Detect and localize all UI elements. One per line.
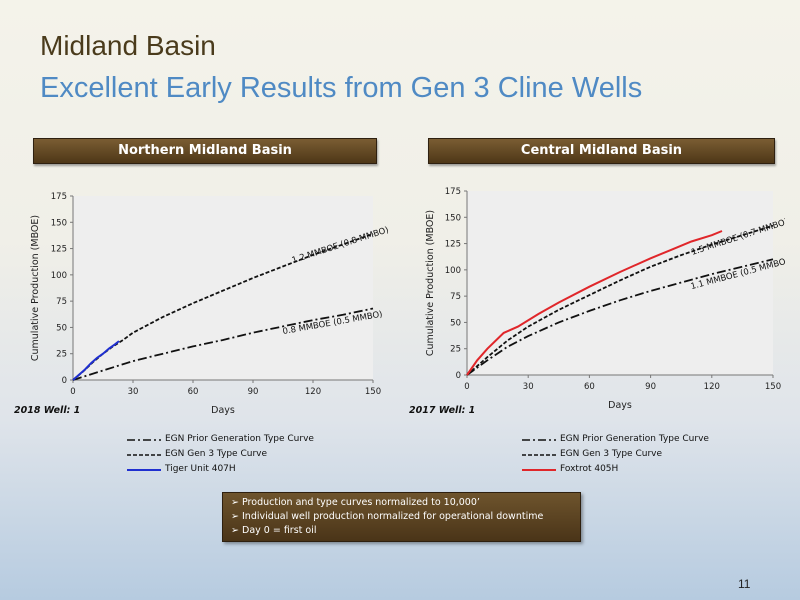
x-tick-label: 120 <box>305 387 321 397</box>
x-tick-label: 150 <box>365 387 381 397</box>
series-line-egn-prior-generation-type-curve <box>72 307 374 381</box>
y-tick-label: 125 <box>51 245 67 255</box>
legend-label: EGN Gen 3 Type Curve <box>560 449 663 459</box>
solid-line-icon <box>522 469 556 471</box>
legend-label: Foxtrot 405H <box>560 464 619 474</box>
slide-title: Midland Basin <box>40 30 216 61</box>
note-item: ➢ Individual well production normalized … <box>231 511 543 522</box>
solid-line-icon <box>127 469 161 471</box>
series-line-foxtrot-405h <box>466 230 723 376</box>
note-item: ➢ Day 0 = first oil <box>231 525 317 536</box>
x-tick-label: 90 <box>248 387 259 397</box>
x-tick-label: 30 <box>128 387 139 397</box>
legend-label: EGN Prior Generation Type Curve <box>165 434 314 444</box>
chart-title-central: Central Midland Basin <box>428 138 775 164</box>
y-tick-label: 75 <box>450 292 461 302</box>
y-tick-label: 25 <box>450 345 461 355</box>
series-line-tiger-unit-407h <box>72 340 120 381</box>
y-tick-label: 50 <box>450 318 461 328</box>
dashdot-line-icon <box>522 439 556 441</box>
y-axis-label: Cumulative Production (MBOE) <box>425 210 436 356</box>
chart-central-midland: 0 25 50 75 100 125 150 175 0 30 60 90 120 150 Days Cumu… <box>425 187 785 411</box>
x-tick-label: 150 <box>765 382 781 392</box>
x-axis-label: Days <box>608 400 632 411</box>
legend-label: EGN Prior Generation Type Curve <box>560 434 709 444</box>
slide-subtitle: Excellent Early Results from Gen 3 Cline… <box>40 72 643 104</box>
y-tick-label: 100 <box>445 266 461 276</box>
y-tick-label: 125 <box>445 240 461 250</box>
arrow-bullet-icon: ➢ <box>231 511 239 522</box>
x-tick-label: 0 <box>70 387 75 397</box>
dashdot-line-icon <box>127 439 161 441</box>
y-tick-label: 100 <box>51 271 67 281</box>
note-text: Individual well production normalized fo… <box>242 511 544 522</box>
dashed-line-icon <box>127 454 161 456</box>
x-tick-label: 60 <box>584 382 595 392</box>
series-line-egn-prior-generation-type-curve <box>466 258 774 376</box>
plot-area <box>467 191 773 375</box>
plot-area <box>73 196 373 380</box>
note-text: Production and type curves normalized to… <box>242 497 480 508</box>
y-tick-label: 50 <box>56 323 67 333</box>
y-tick-label: 0 <box>456 371 461 381</box>
arrow-bullet-icon: ➢ <box>231 497 239 508</box>
page-number: 11 <box>738 577 751 591</box>
x-tick-label: 120 <box>704 382 720 392</box>
legend-central: EGN Prior Generation Type Curve EGN Gen … <box>522 434 762 478</box>
chart-title-northern: Northern Midland Basin <box>33 138 377 164</box>
well-count-note-northern: 2018 Well: 1 <box>14 405 81 416</box>
dashed-line-icon <box>522 454 556 456</box>
x-tick-label: 0 <box>464 382 469 392</box>
x-axis-label: Days <box>211 405 235 416</box>
y-tick-label: 25 <box>56 350 67 360</box>
x-tick-label: 30 <box>523 382 534 392</box>
legend-label: EGN Gen 3 Type Curve <box>165 449 268 459</box>
arrow-bullet-icon: ➢ <box>231 525 239 536</box>
x-tick-label: 60 <box>188 387 199 397</box>
y-tick-label: 150 <box>51 218 67 228</box>
note-text: Day 0 = first oil <box>242 525 317 536</box>
legend-northern: EGN Prior Generation Type Curve EGN Gen … <box>127 434 367 478</box>
chart-northern-midland: 0 25 50 75 100 125 150 175 0 30 60 90 120 150 Days Cumu… <box>30 192 390 416</box>
y-tick-label: 0 <box>62 376 67 386</box>
series-line-egn-gen-3-type-curve <box>466 224 774 376</box>
y-tick-label: 175 <box>445 187 461 197</box>
y-tick-label: 175 <box>51 192 67 202</box>
y-axis-label: Cumulative Production (MBOE) <box>30 215 41 361</box>
y-tick-label: 75 <box>56 297 67 307</box>
legend-label: Tiger Unit 407H <box>165 464 236 474</box>
x-tick-label: 90 <box>645 382 656 392</box>
y-tick-label: 150 <box>445 213 461 223</box>
note-item: ➢ Production and type curves normalized … <box>231 497 480 508</box>
notes-box: ➢ Production and type curves normalized … <box>222 492 581 542</box>
well-count-note-central: 2017 Well: 1 <box>409 405 476 416</box>
